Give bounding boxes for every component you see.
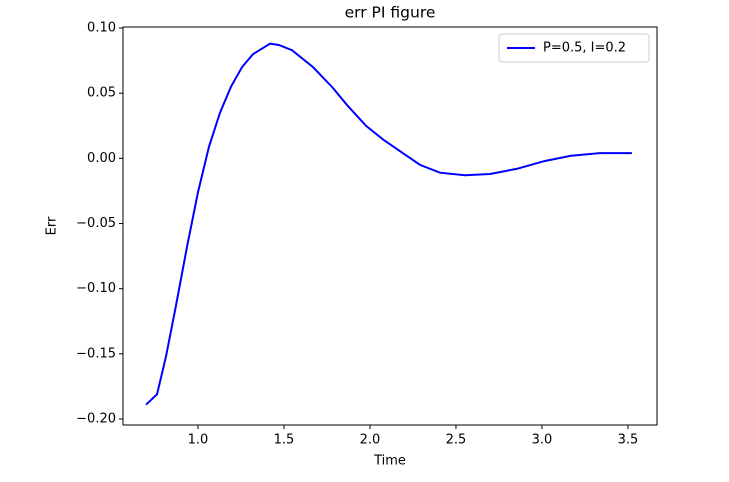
x-tick-label: 3.0 <box>532 433 553 448</box>
x-tick-label: 1.5 <box>274 433 295 448</box>
data-line <box>145 42 632 406</box>
x-tick-label: 2.0 <box>360 433 381 448</box>
y-tick-label: 0.00 <box>87 151 116 166</box>
axes-frame <box>122 26 658 426</box>
x-axis-label: Time <box>373 454 406 469</box>
x-tick-label: 1.0 <box>188 433 209 448</box>
y-tick-label: −0.15 <box>76 346 116 361</box>
y-tick-label: 0.10 <box>87 21 116 36</box>
y-tick-label: 0.05 <box>87 86 116 101</box>
x-tick-label: 3.5 <box>618 433 639 448</box>
x-tick-label: 2.5 <box>446 433 467 448</box>
legend-label: P=0.5, I=0.2 <box>543 41 626 56</box>
y-tick-label: −0.10 <box>76 281 116 296</box>
y-tick-label: −0.20 <box>76 412 116 427</box>
y-axis-label: Err <box>45 216 60 235</box>
legend-box <box>498 33 650 63</box>
y-tick-label: −0.05 <box>76 216 116 231</box>
chart-title: err PI figure <box>345 4 436 22</box>
